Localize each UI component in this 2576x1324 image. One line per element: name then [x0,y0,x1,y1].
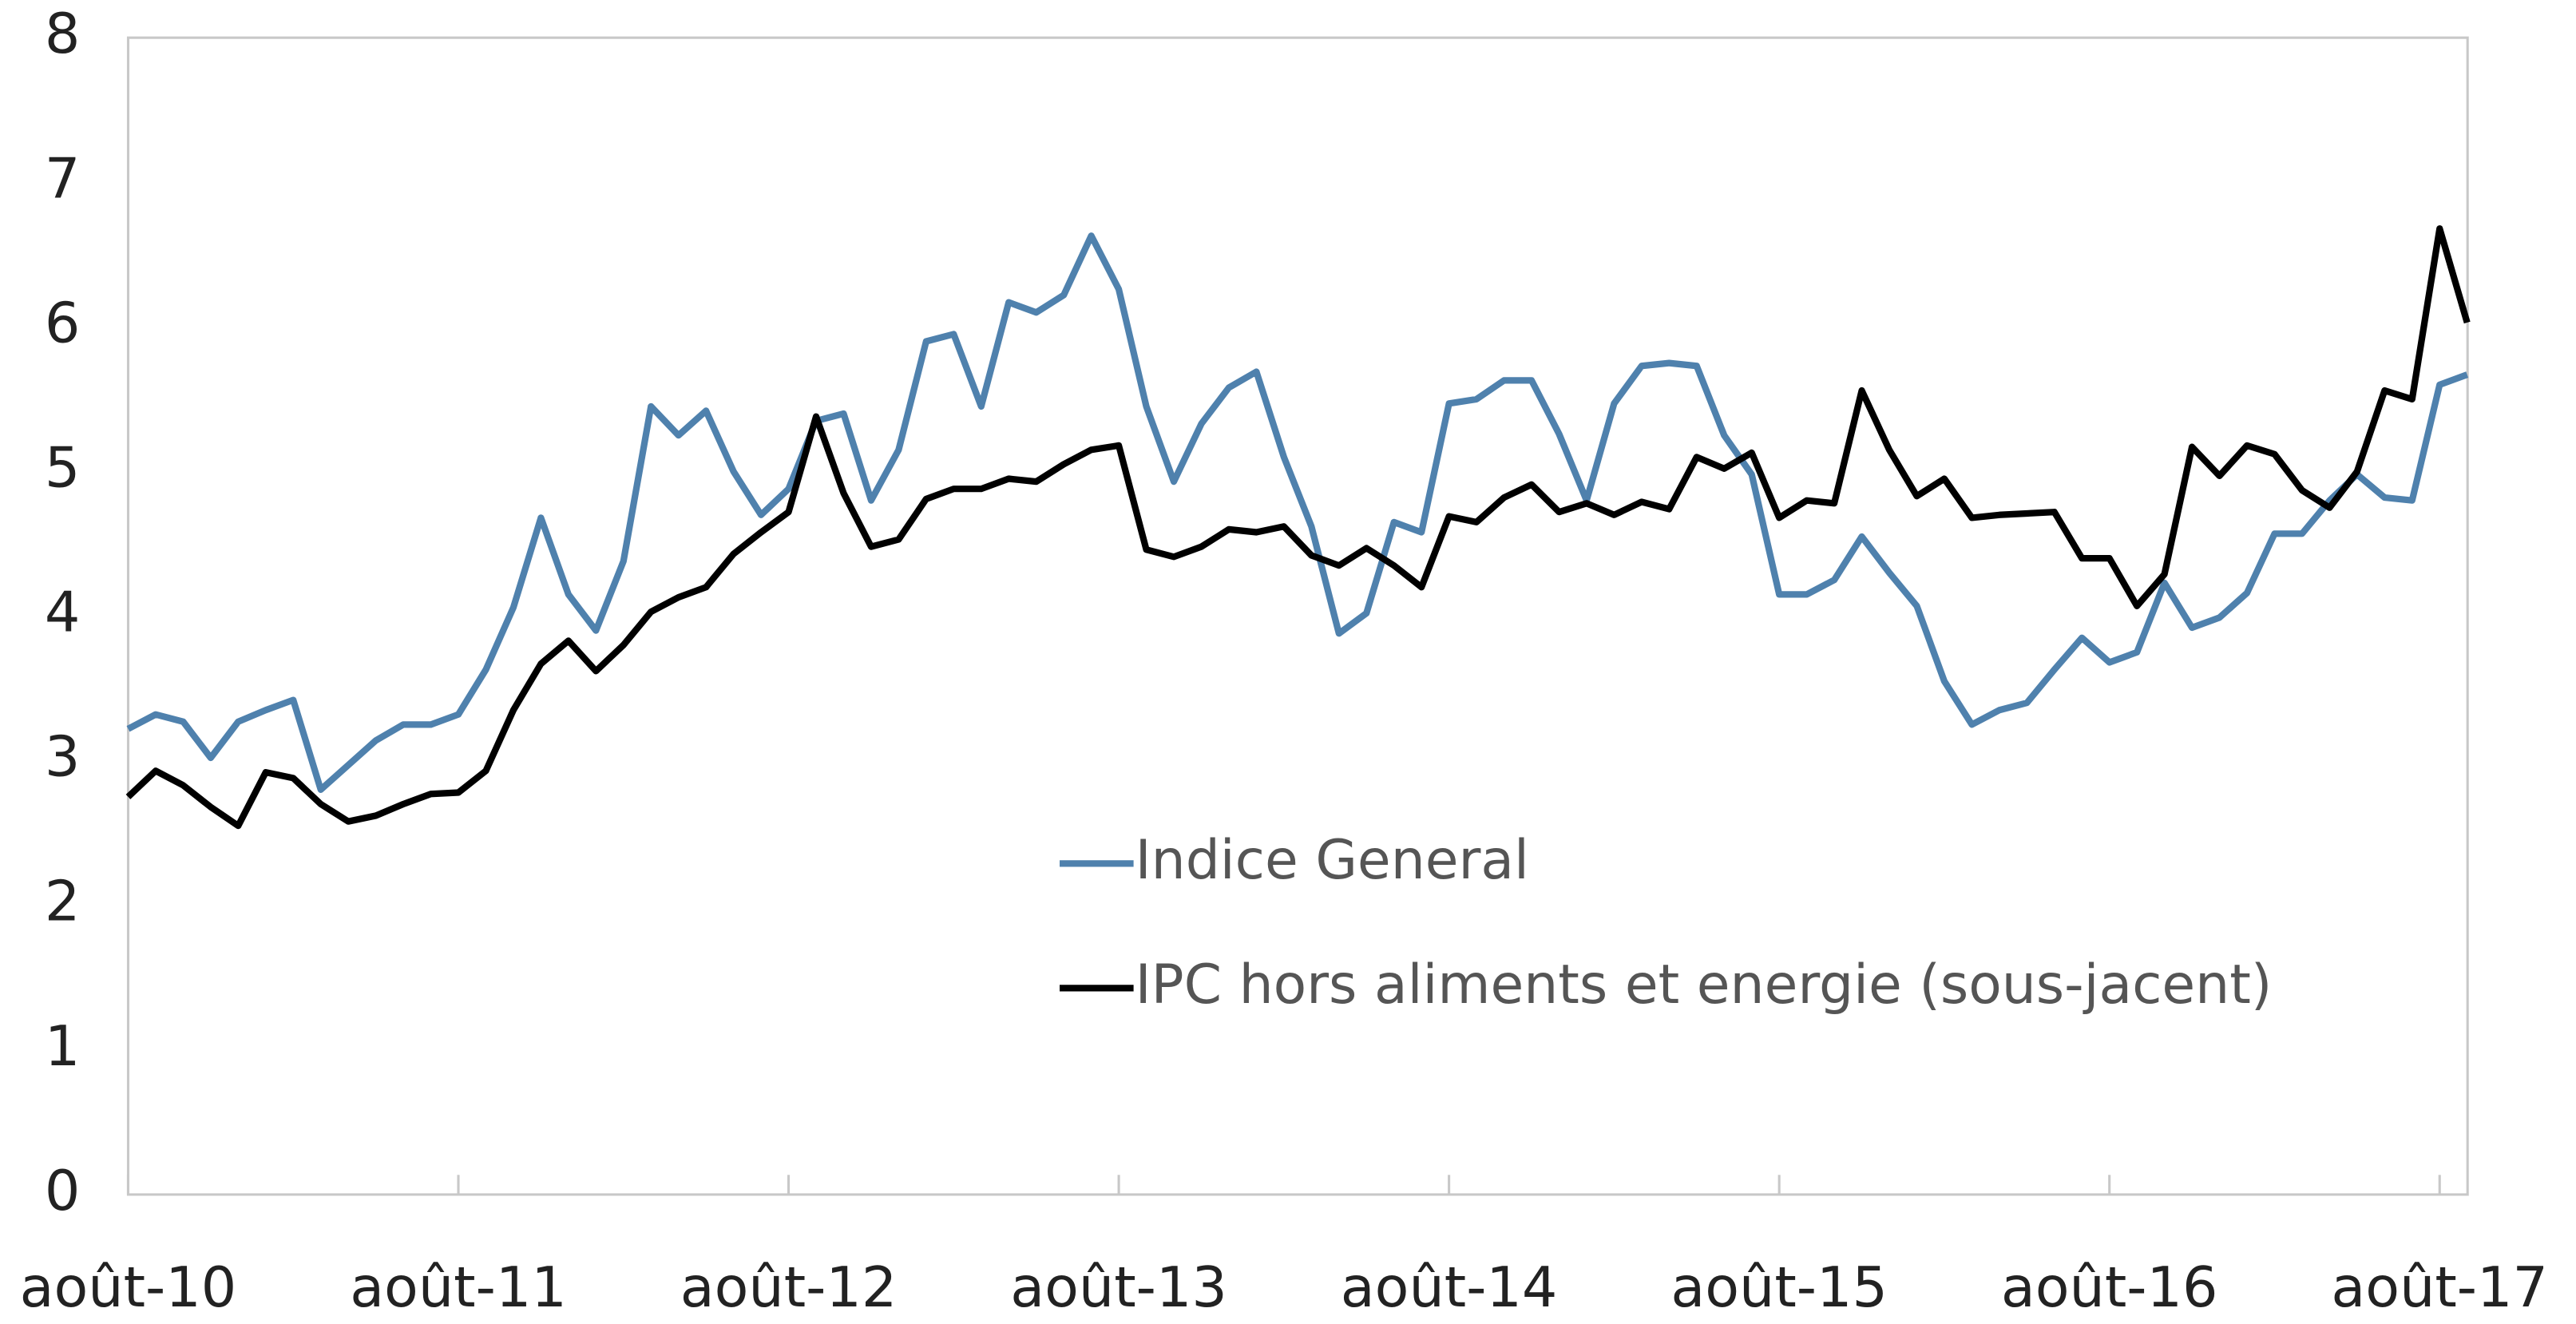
series-line [126,232,2469,793]
x-tick-label: août-16 [2001,1255,2218,1320]
x-tick-label: août-15 [1670,1255,1888,1320]
series-line [125,225,2471,830]
y-tick-label: 5 [45,436,80,501]
x-tick-label: août-12 [680,1255,898,1320]
x-tick-label: août-17 [2331,1255,2548,1320]
legend-label: Indice General [1135,828,1529,891]
x-tick-label: août-14 [1341,1255,1558,1320]
x-tick-label: août-13 [1010,1255,1227,1320]
y-tick-label: 4 [45,581,80,645]
y-tick-label: 8 [45,2,80,66]
y-tick-label: 6 [45,291,80,355]
x-tick-label: août-11 [350,1255,567,1320]
y-tick-label: 0 [45,1159,80,1223]
legend-label: IPC hors aliments et energie (sous-jacen… [1135,953,2273,1016]
y-tick-label: 7 [45,146,80,211]
y-tick-label: 2 [45,870,80,934]
plot-frame [126,36,2469,1196]
x-tick-label: août-10 [20,1255,237,1320]
y-tick-label: 1 [45,1014,80,1079]
y-tick-label: 3 [45,725,80,790]
